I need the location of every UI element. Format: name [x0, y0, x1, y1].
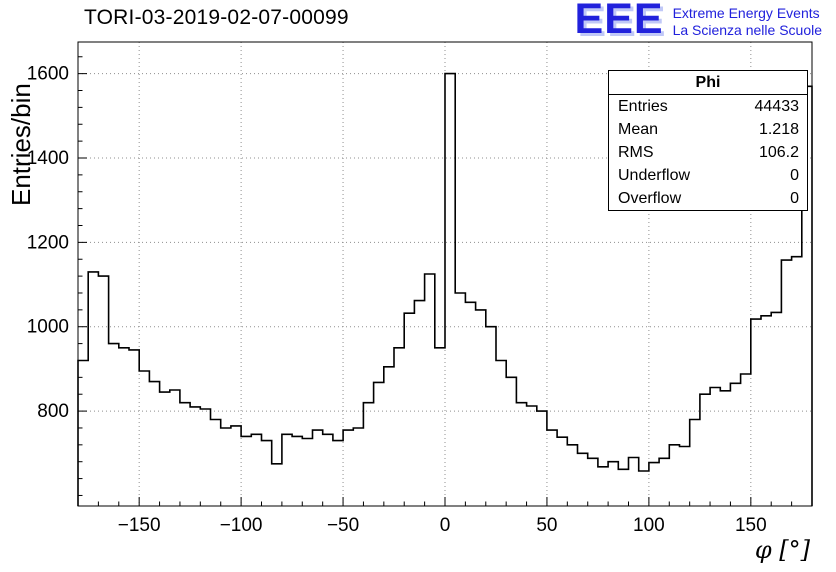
- stats-row-underflow: Underflow 0: [609, 164, 807, 187]
- x-tick-label: −50: [327, 515, 359, 536]
- eee-logo-lines: Extreme Energy Events La Scienza nelle S…: [673, 1, 822, 39]
- stats-value: 44433: [754, 98, 800, 115]
- y-tick-label: 1400: [27, 148, 69, 169]
- x-tick-label: 0: [440, 515, 451, 536]
- stats-row-entries: Entries 44433: [609, 95, 807, 118]
- eee-logo: EEE Extreme Energy Events La Scienza nel…: [574, 0, 822, 43]
- stats-row-overflow: Overflow 0: [609, 187, 807, 210]
- x-tick-label: −150: [118, 515, 161, 536]
- stats-value: 1.218: [758, 121, 799, 138]
- x-tick-label: 100: [633, 515, 665, 536]
- stats-label: Underflow: [618, 167, 691, 184]
- plot-title: TORI-03-2019-02-07-00099: [84, 6, 349, 29]
- x-tick-label: −100: [220, 515, 263, 536]
- stats-row-mean: Mean 1.218: [609, 118, 807, 141]
- stats-value: 0: [790, 190, 799, 207]
- y-tick-label: 1600: [27, 64, 69, 85]
- eee-logo-acronym: EEE: [574, 0, 664, 43]
- stats-value: 106.2: [758, 144, 799, 161]
- eee-logo-line-2: La Scienza nelle Scuole: [672, 22, 822, 38]
- stats-label: RMS: [618, 144, 654, 161]
- y-axis-title: Entries/bin: [6, 83, 36, 206]
- stats-label: Entries: [618, 98, 668, 115]
- stats-label: Mean: [618, 121, 659, 138]
- y-tick-label: 800: [37, 401, 69, 422]
- histogram-line: [77, 72, 813, 506]
- y-tick-label: 1000: [27, 317, 69, 338]
- x-axis-title: φ [°]: [755, 536, 811, 564]
- stats-title: Phi: [609, 71, 807, 95]
- eee-logo-line-1: Extreme Energy Events: [672, 5, 820, 21]
- y-tick-label: 1200: [27, 232, 69, 253]
- stats-row-rms: RMS 106.2: [609, 141, 807, 164]
- x-tick-labels: −150 −100 −50 0 50 100 150: [118, 515, 767, 536]
- stats-value: 0: [790, 167, 799, 184]
- stats-label: Overflow: [618, 190, 682, 207]
- x-tick-label: 50: [536, 515, 557, 536]
- x-tick-label: 150: [735, 515, 767, 536]
- y-tick-labels: 800 1000 1200 1400 1600: [27, 64, 69, 422]
- stats-box: Phi Entries 44433 Mean 1.218 RMS 106.2 U…: [608, 70, 808, 211]
- axis-ticks: [78, 56, 793, 506]
